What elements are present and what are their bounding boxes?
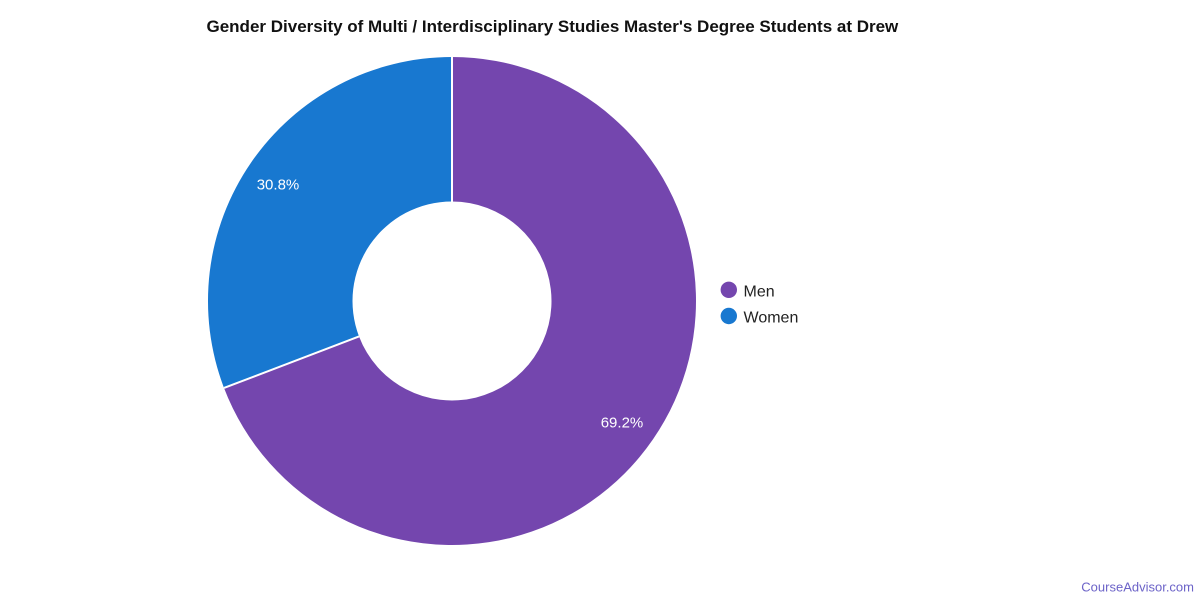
svg-text:Women: Women (744, 309, 799, 326)
svg-text:CourseAdvisor.com: CourseAdvisor.com (1081, 580, 1194, 595)
svg-text:Men: Men (744, 283, 775, 300)
svg-text:30.8%: 30.8% (257, 176, 300, 193)
svg-text:69.2%: 69.2% (601, 414, 644, 431)
svg-text:Gender Diversity of Multi / In: Gender Diversity of Multi / Interdiscipl… (207, 17, 900, 36)
